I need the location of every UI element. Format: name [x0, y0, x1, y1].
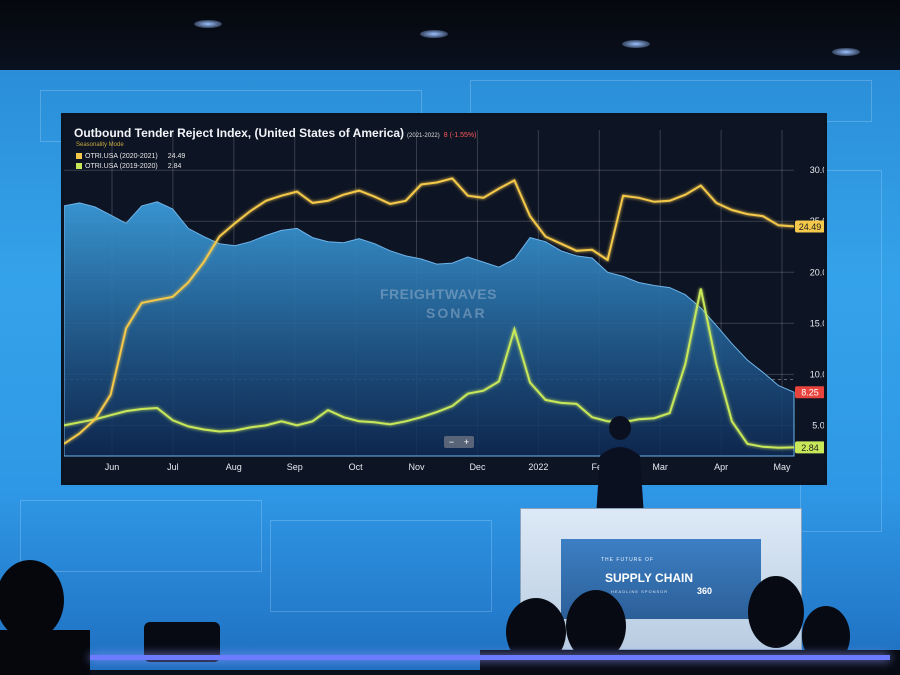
x-tick-label: Apr	[714, 462, 728, 472]
tag-2020-2021: 24.49	[795, 220, 824, 233]
value-tag-label: 24.49	[799, 222, 822, 232]
legend-value: 24.49	[167, 153, 186, 160]
legend-swatch	[76, 163, 82, 170]
value-tags: 24.49 8.25 2.84	[795, 220, 824, 454]
ceiling-light	[194, 20, 222, 28]
line-series-2019-2020	[64, 288, 795, 449]
x-tick-label: Jun	[105, 462, 120, 472]
chart-title-suffix: (2021-2022)	[407, 133, 440, 139]
x-tick-label: Mar	[652, 462, 668, 472]
podium-sponsor-logo: 360	[697, 586, 713, 596]
line-series-2020-2021	[64, 177, 795, 445]
mode-label: Seasonality Mode	[76, 142, 124, 148]
blueprint-outline	[270, 520, 492, 612]
zoom-control[interactable]: − +	[444, 436, 474, 448]
value-tag-label: 8.25	[801, 388, 819, 398]
line-series-layer	[64, 177, 795, 449]
x-tick-label: 2022	[528, 462, 548, 472]
legend-value: 2.84	[167, 163, 182, 170]
presentation-screen: Outbound Tender Reject Index, (United St…	[64, 116, 824, 482]
x-axis-ticks: JunJulAugSepOctNovDec2022FebMarAprMay	[105, 462, 791, 472]
speaker-silhouette	[588, 416, 648, 516]
zoom-out-button[interactable]: −	[448, 437, 455, 447]
legend: OTRI.USA (2020-2021) 24.49 OTRI.USA (2019…	[76, 152, 185, 172]
change-indicator: 8 (-1.55%)	[444, 132, 477, 139]
stage-floor-light	[90, 655, 890, 660]
y-tick-label: 30.00	[810, 165, 824, 175]
ceiling-light	[622, 40, 650, 48]
podium-brand-text: SUPPLY CHAIN	[605, 571, 694, 585]
watermark-sonar: SONAR	[426, 305, 487, 321]
x-tick-label: Dec	[469, 462, 486, 472]
legend-item[interactable]: OTRI.USA (2019-2020) 2.84	[76, 162, 185, 172]
blueprint-outline	[20, 500, 262, 572]
chart-title-text: Outbound Tender Reject Index, (United St…	[74, 126, 405, 140]
audience-silhouettes	[0, 560, 900, 675]
y-tick-label: 10.00	[810, 369, 824, 379]
podium-sponsor-label: HEADLINE SPONSOR	[611, 589, 669, 594]
value-tag-label: 2.84	[801, 443, 819, 453]
y-tick-label: 20.00	[810, 267, 824, 277]
x-tick-label: Nov	[409, 462, 426, 472]
area-series-layer	[64, 201, 795, 457]
x-tick-label: Aug	[226, 462, 242, 472]
y-tick-label: 15.00	[810, 318, 824, 328]
legend-label: OTRI.USA (2019-2020)	[85, 163, 158, 170]
x-tick-label: Oct	[349, 462, 364, 472]
x-tick-label: Sep	[287, 462, 303, 472]
x-tick-label: May	[773, 462, 791, 472]
watermark-freightwaves: FREIGHTWAVES	[380, 286, 497, 302]
ceiling-light	[420, 30, 448, 38]
x-tick-label: Jul	[167, 462, 179, 472]
legend-item[interactable]: OTRI.USA (2020-2021) 24.49	[76, 152, 185, 162]
ceiling	[0, 0, 900, 80]
legend-label: OTRI.USA (2020-2021)	[85, 153, 158, 160]
tag-2019-2020: 2.84	[795, 441, 824, 454]
y-tick-label: 5.00	[812, 420, 824, 430]
area-series-2021-2022	[64, 201, 795, 457]
tag-2021-2022: 8.25	[795, 386, 824, 399]
zoom-in-button[interactable]: +	[463, 437, 470, 447]
chart-title: Outbound Tender Reject Index, (United St…	[74, 126, 476, 140]
change-value: 8	[443, 132, 448, 139]
line-chart: JunJulAugSepOctNovDec2022FebMarAprMay 5.…	[64, 130, 824, 472]
podium-tagline: THE FUTURE OF	[601, 557, 654, 563]
change-percent: (-1.55%)	[449, 132, 477, 139]
legend-swatch	[76, 153, 82, 160]
ceiling-light	[832, 48, 860, 56]
